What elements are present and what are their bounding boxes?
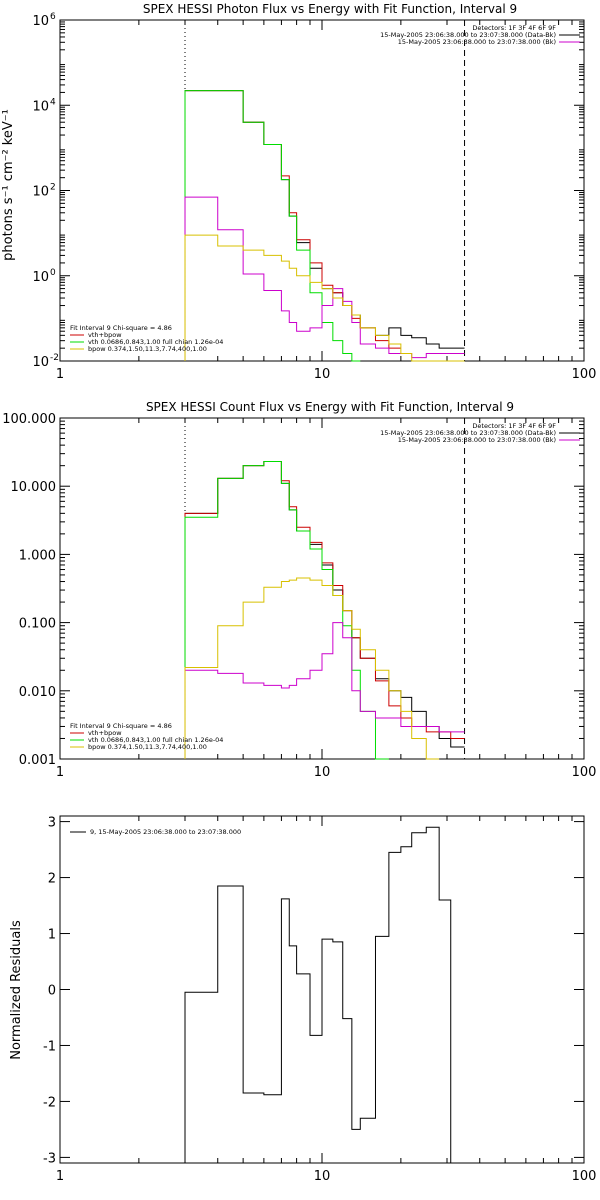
count-fit-vth-bpow: vth+bpow bbox=[88, 729, 122, 737]
photon-legend-data-bk: 15-May-2005 23:06:38.000 to 23:07:38.000… bbox=[380, 31, 556, 39]
count-plot-frame bbox=[59, 417, 585, 760]
count-ytick-label: 0.010 bbox=[19, 685, 56, 700]
count-ticks: 1 10 100 0.001 0.010 0.100 1.000 10.000 100.000 bbox=[2, 412, 596, 780]
photon-legend-topright: Detectors: 1F 3F 4F 6F 9F 15-May-2005 23… bbox=[380, 24, 580, 46]
residuals-ytick-label: -1 bbox=[43, 1039, 56, 1054]
count-ytick-label: 100.000 bbox=[2, 412, 56, 427]
photon-ytick-label: 10 bbox=[32, 355, 49, 370]
count-fit-interval: Fit Interval 9 Chi-square = 4.86 bbox=[70, 722, 172, 730]
count-series-bk bbox=[184, 622, 465, 759]
photon-fit-vth-bpow: vth+bpow bbox=[88, 331, 122, 339]
photon-ytick-exponent: 2 bbox=[50, 183, 56, 193]
photon-series-bk bbox=[184, 196, 465, 361]
count-ytick-label: 1.000 bbox=[19, 548, 56, 563]
photon-legend-detectors: Detectors: 1F 3F 4F 6F 9F bbox=[472, 24, 556, 32]
residuals-series bbox=[184, 826, 465, 1164]
photon-ytick-exponent: 4 bbox=[50, 97, 56, 107]
count-series-data-bk bbox=[184, 461, 465, 759]
residuals-xtick-label: 100 bbox=[572, 1169, 597, 1184]
residuals-ticks: 1 10 100 -3 -2 -1 0 1 2 3 bbox=[43, 816, 596, 1184]
residuals-xtick-label: 10 bbox=[314, 1169, 331, 1184]
residuals-ytick-label: 3 bbox=[48, 816, 56, 831]
residuals-legend: 9, 15-May-2005 23:06:38.000 to 23:07:38.… bbox=[70, 828, 241, 836]
count-legend-data-bk: 15-May-2005 23:06:38.000 to 23:07:38.000… bbox=[380, 429, 556, 437]
photon-ytick-label: 10 bbox=[32, 99, 49, 114]
photon-series bbox=[184, 20, 466, 362]
count-ytick-label: 0.001 bbox=[19, 753, 56, 768]
photon-legend-bottomleft: Fit Interval 9 Chi-square = 4.86 vth+bpo… bbox=[70, 324, 223, 353]
photon-ytick-exponent: -2 bbox=[50, 353, 59, 363]
count-xtick-label: 100 bbox=[572, 765, 597, 780]
count-series bbox=[184, 418, 466, 760]
count-xtick-label: 10 bbox=[314, 765, 331, 780]
residuals-ytick-label: -2 bbox=[43, 1095, 56, 1110]
count-xtick-label: 1 bbox=[56, 765, 64, 780]
photon-flux-panel: SPEX HESSI Photon Flux vs Energy with Fi… bbox=[1, 2, 596, 382]
photon-xtick-label: 1 bbox=[56, 367, 64, 382]
photon-y-axis-label: photons s⁻¹ cm⁻² keV⁻¹ bbox=[1, 109, 16, 261]
count-series-vth bbox=[184, 461, 389, 760]
count-fit-vth: vth 0.0686,0.843,1.00 full chian 1.26e-0… bbox=[88, 736, 223, 744]
photon-ytick-exponent: 0 bbox=[50, 268, 56, 278]
photon-series-data-bk bbox=[184, 90, 465, 361]
count-legend-detectors: Detectors: 1F 3F 4F 6F 9F bbox=[472, 422, 556, 430]
residuals-series-residuals bbox=[184, 826, 465, 1164]
count-flux-panel: SPEX HESSI Count Flux vs Energy with Fit… bbox=[2, 400, 596, 780]
photon-series-vth bbox=[184, 90, 361, 362]
residuals-y-axis-label: Normalized Residuals bbox=[9, 920, 24, 1060]
count-series-vth-bpow bbox=[184, 461, 465, 759]
residuals-panel: Normalized Residuals 1 10 100 -3 -2 -1 0 1 2 3 9,… bbox=[9, 815, 596, 1184]
photon-series-bpow bbox=[184, 234, 465, 362]
photon-ytick-label: 10 bbox=[32, 270, 49, 285]
photon-fit-interval: Fit Interval 9 Chi-square = 4.86 bbox=[70, 324, 172, 332]
count-legend-bottomleft: Fit Interval 9 Chi-square = 4.86 vth+bpo… bbox=[70, 722, 223, 751]
count-legend-topright: Detectors: 1F 3F 4F 6F 9F 15-May-2005 23… bbox=[380, 422, 580, 444]
photon-ytick-label: 10 bbox=[32, 14, 49, 29]
photon-xtick-label: 100 bbox=[572, 367, 597, 382]
residuals-ytick-label: 0 bbox=[48, 984, 56, 999]
residuals-legend-text: 9, 15-May-2005 23:06:38.000 to 23:07:38.… bbox=[90, 828, 241, 836]
photon-ytick-exponent: 6 bbox=[50, 12, 56, 22]
count-fit-bpow: bpow 0.374,1.50,11.3,7.74,400,1.00 bbox=[88, 743, 207, 751]
count-chart-title: SPEX HESSI Count Flux vs Energy with Fit… bbox=[146, 400, 514, 414]
residuals-ytick-label: -3 bbox=[43, 1151, 56, 1166]
photon-fit-vth: vth 0.0686,0.843,1.00 full chian 1.26e-0… bbox=[88, 338, 223, 346]
photon-chart-title: SPEX HESSI Photon Flux vs Energy with Fi… bbox=[143, 2, 517, 16]
count-legend-bk: 15-May-2005 23:06:38.000 to 23:07:38.000… bbox=[398, 436, 556, 444]
photon-fit-bpow: bpow 0.374,1.50,11.3,7.74,400,1.00 bbox=[88, 345, 207, 353]
residuals-ytick-label: 2 bbox=[48, 872, 56, 887]
photon-ytick-label: 10 bbox=[32, 185, 49, 200]
residuals-xtick-label: 1 bbox=[56, 1169, 64, 1184]
residuals-ytick-label: 1 bbox=[48, 928, 56, 943]
photon-legend-bk: 15-May-2005 23:06:38.000 to 23:07:38.000… bbox=[398, 38, 556, 46]
count-series-bpow bbox=[184, 577, 440, 760]
photon-xtick-label: 10 bbox=[314, 367, 331, 382]
count-ytick-label: 0.100 bbox=[19, 617, 56, 632]
count-ytick-label: 10.000 bbox=[11, 480, 57, 495]
